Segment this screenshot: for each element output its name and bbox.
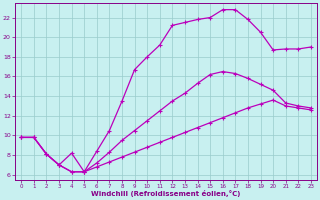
X-axis label: Windchill (Refroidissement éolien,°C): Windchill (Refroidissement éolien,°C) (92, 190, 241, 197)
